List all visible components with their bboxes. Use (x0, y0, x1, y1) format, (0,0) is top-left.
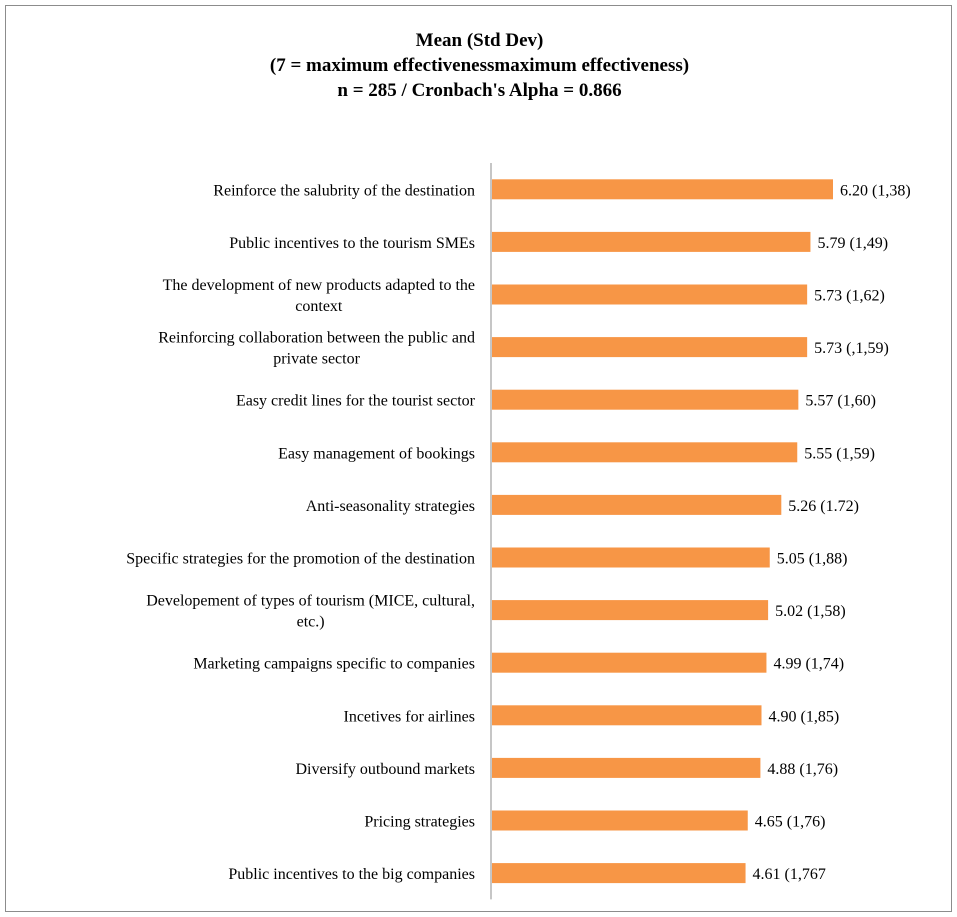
bar (492, 652, 767, 673)
category-label: Public incentives to the tourism SMEs (229, 235, 475, 252)
chart-title: Mean (Std Dev) (7 = maximum effectivenes… (6, 28, 953, 103)
category-label: Public incentives to the big companies (228, 866, 475, 883)
bar (492, 389, 799, 410)
bar-data-label: 4.99 (1,74) (773, 656, 844, 673)
bar-data-label: 5.26 (1.72) (788, 498, 859, 515)
category-label: Anti-seasonality strategies (306, 498, 475, 515)
bar-data-label: 5.57 (1,60) (805, 393, 876, 410)
bar (492, 705, 762, 726)
chart-title-line-2: (7 = maximum effectivenessmaximum effect… (269, 55, 690, 76)
bar (492, 284, 808, 305)
category-label: Marketing campaigns specific to companie… (193, 656, 475, 673)
chart-title-line-3: n = 285 / Cronbach's Alpha = 0.866 (337, 80, 622, 101)
bar (492, 810, 748, 831)
category-label: Reinforce the salubrity of the destinati… (213, 182, 475, 199)
bar-data-label: 5.79 (1,49) (817, 235, 888, 252)
category-label: Incetives for airlines (344, 708, 476, 725)
bar (492, 547, 770, 568)
category-label: Specific strategies for the promotion of… (126, 551, 475, 568)
bar (492, 600, 769, 621)
bar-data-label: 4.65 (1,76) (755, 814, 826, 831)
bar-data-label: 5.05 (1,88) (777, 551, 848, 568)
category-label: The development of new products adapted … (163, 277, 475, 294)
bar (492, 337, 808, 358)
category-label: Diversify outbound markets (295, 761, 475, 778)
bar (492, 442, 798, 463)
bar (492, 494, 782, 515)
bar-data-label: 4.90 (1,85) (769, 708, 840, 725)
bar-data-label: 5.55 (1,59) (804, 445, 875, 462)
bar-data-label: 4.61 (1,767 (753, 866, 826, 883)
category-label: etc.) (297, 614, 325, 631)
bar-data-label: 5.73 (,1,59) (814, 340, 889, 357)
bar-data-label: 5.02 (1,58) (775, 603, 846, 620)
bar-data-label: 5.73 (1,62) (814, 288, 885, 305)
category-label: Reinforcing collaboration between the pu… (158, 330, 475, 347)
category-label: context (295, 298, 343, 315)
category-label: Easy management of bookings (278, 445, 475, 462)
chart-title-line-1: Mean (Std Dev) (415, 30, 544, 51)
category-label: Easy credit lines for the tourist sector (236, 393, 476, 410)
category-label: Pricing strategies (364, 814, 475, 831)
bar (492, 757, 761, 778)
category-label: private sector (273, 351, 360, 368)
bar (492, 863, 746, 884)
bar (492, 231, 811, 252)
bar-data-label: 4.88 (1,76) (767, 761, 838, 778)
bar (492, 179, 833, 200)
bar-data-label: 6.20 (1,38) (840, 182, 911, 199)
category-label: Developement of types of tourism (MICE, … (146, 593, 475, 610)
